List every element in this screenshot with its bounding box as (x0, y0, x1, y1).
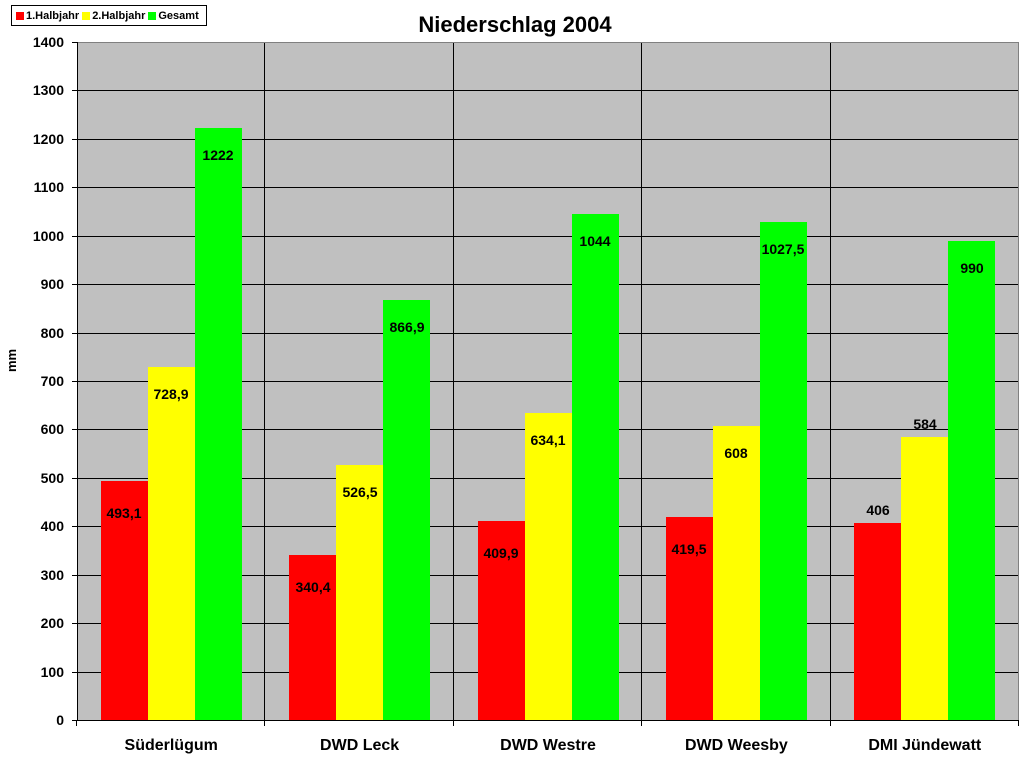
y-tick (72, 381, 77, 382)
bar-2-halbjahr (713, 426, 760, 720)
y-tick (72, 477, 77, 479)
chart-title: Niederschlag 2004 (418, 12, 612, 37)
bar-1-halbjahr (478, 521, 525, 720)
x-category-label: DWD Westre (500, 737, 596, 754)
x-category-label: DWD Leck (320, 737, 400, 754)
bar-2-halbjahr (901, 437, 948, 720)
legend: 1.Halbjahr 2.Halbjahr Gesamt (11, 5, 207, 26)
bar-value-label: 634,1 (530, 432, 566, 448)
x-tick (830, 720, 831, 726)
y-tick-label: 400 (40, 518, 64, 535)
y-tick-label: 1300 (32, 82, 64, 99)
bar-gesamt (572, 214, 619, 720)
bar-gesamt (948, 241, 995, 720)
bar-value-label: 1044 (579, 233, 611, 249)
y-tick (72, 138, 77, 140)
legend-swatch (16, 11, 24, 20)
x-tick (264, 720, 265, 726)
legend-label: 2.Halbjahr (92, 9, 146, 22)
bar-value-label: 493,1 (106, 505, 142, 521)
bar-value-label: 728,9 (153, 386, 189, 402)
y-tick-label: 1200 (32, 130, 64, 147)
gridline (77, 284, 1018, 286)
y-axis-label: mm (4, 348, 19, 372)
x-tick (1018, 720, 1019, 726)
x-category-label: DMI Jündewatt (868, 737, 982, 754)
x-tick (453, 720, 454, 726)
y-tick-label: 0 (56, 712, 64, 728)
y-tick (72, 235, 77, 237)
x-category-label: Süderlügum (124, 737, 218, 754)
bar-value-label: 584 (913, 416, 937, 432)
y-tick-label: 600 (40, 421, 64, 438)
y-tick (72, 284, 77, 286)
x-tick (76, 720, 77, 726)
bar-value-label: 608 (724, 445, 748, 461)
y-tick (72, 90, 77, 92)
y-tick (72, 720, 77, 721)
y-tick-label: 1100 (33, 179, 64, 196)
legend-item: Gesamt (148, 9, 199, 22)
legend-label: 1.Halbjahr (26, 9, 80, 22)
bar-value-label: 340,4 (295, 579, 331, 595)
bar-2-halbjahr (525, 413, 572, 720)
category-separator (264, 43, 265, 720)
legend-swatch (82, 11, 91, 20)
gridline (77, 187, 1018, 189)
y-axis-line (77, 42, 78, 720)
bar-1-halbjahr (666, 517, 713, 720)
bar-1-halbjahr (854, 523, 901, 720)
x-axis-line (72, 720, 1019, 721)
gridline (77, 90, 1018, 92)
category-separator (453, 43, 454, 720)
x-tick (641, 720, 642, 726)
y-tick (72, 623, 77, 625)
y-tick (72, 429, 77, 431)
y-tick-label: 1000 (32, 227, 64, 244)
category-separator (641, 43, 642, 720)
legend-item: 2.Halbjahr (82, 10, 145, 22)
bar-value-label: 990 (960, 260, 984, 276)
bar-gesamt (760, 222, 807, 720)
gridline (77, 332, 1018, 334)
y-tick-label: 900 (40, 276, 64, 293)
bar-2-halbjahr (148, 367, 195, 720)
y-tick (72, 671, 77, 673)
bar-value-label: 406 (866, 502, 890, 518)
y-tick (72, 42, 77, 43)
x-category-label: DWD Weesby (684, 737, 788, 754)
bar-1-halbjahr (101, 481, 148, 720)
y-tick (72, 187, 77, 189)
category-separator (830, 43, 831, 720)
y-tick-label: 1400 (32, 34, 64, 50)
gridline (77, 138, 1018, 140)
bar-value-label: 866,9 (389, 319, 425, 335)
y-tick (72, 332, 77, 334)
bar-value-label: 419,5 (671, 541, 707, 557)
legend-label: Gesamt (158, 9, 199, 22)
bar-value-label: 409,9 (483, 545, 519, 561)
y-tick-label: 700 (40, 373, 64, 389)
y-tick-label: 800 (40, 324, 64, 341)
y-tick-label: 500 (40, 469, 64, 486)
bar-1-halbjahr (289, 555, 336, 720)
legend-item: 1.Halbjahr (16, 10, 79, 22)
y-tick-label: 100 (40, 663, 64, 680)
bar-value-label: 526,5 (342, 484, 378, 500)
bar-value-label: 1222 (202, 147, 234, 163)
gridline (77, 235, 1018, 237)
y-tick (72, 526, 77, 528)
y-tick-label: 300 (40, 566, 64, 583)
bar-value-label: 1027,5 (761, 241, 805, 257)
gridline (77, 381, 1018, 382)
bar-2-halbjahr (336, 465, 383, 720)
y-tick-label: 200 (40, 615, 64, 632)
bar-gesamt (195, 128, 242, 720)
y-tick (72, 574, 77, 576)
legend-swatch (148, 11, 157, 20)
bar-gesamt (383, 300, 430, 720)
